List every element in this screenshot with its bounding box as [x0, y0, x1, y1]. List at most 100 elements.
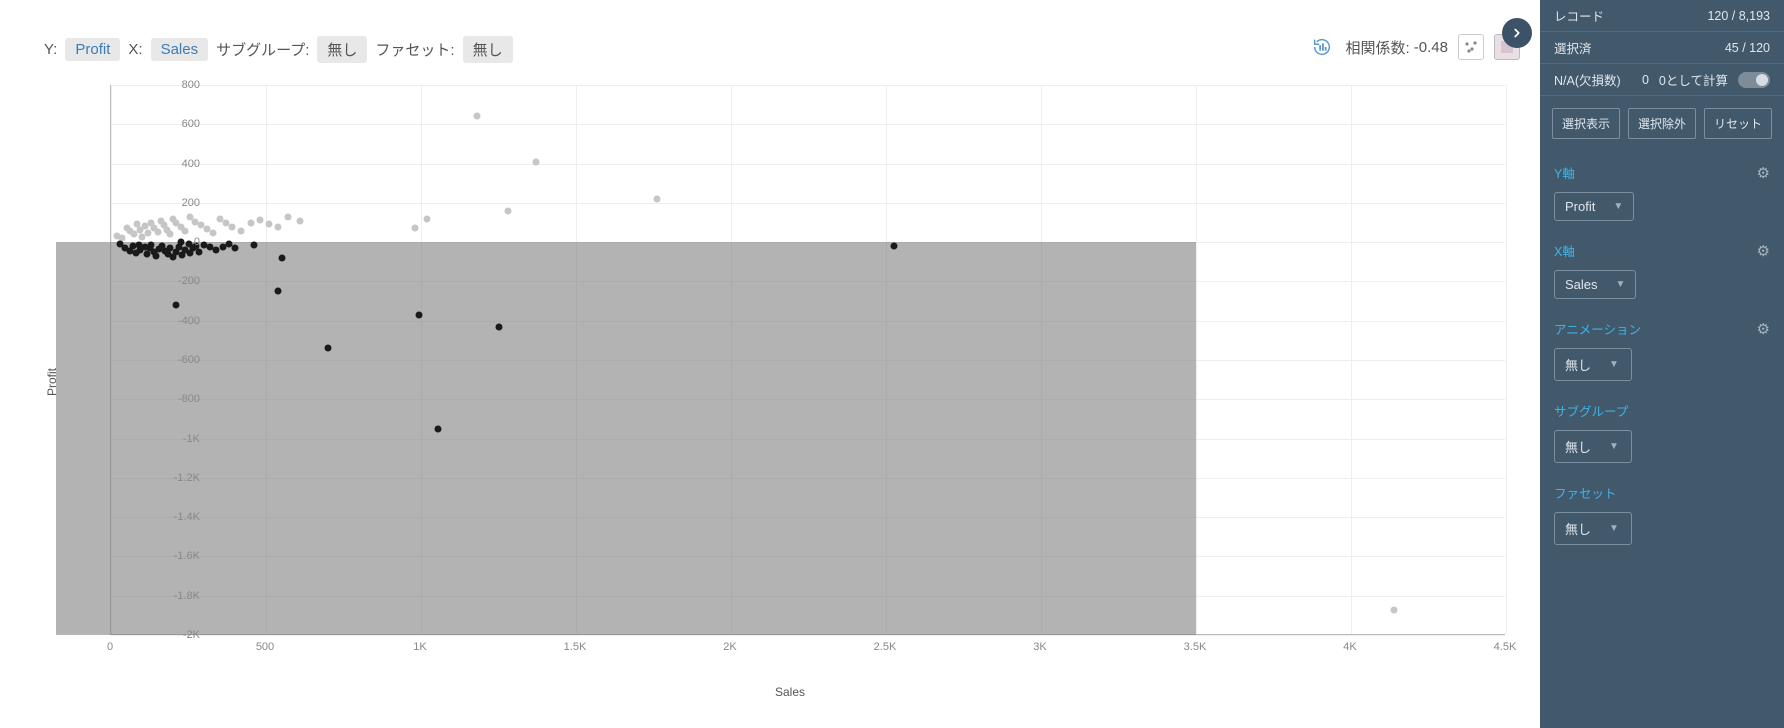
- y-value-chip[interactable]: Profit: [65, 38, 120, 61]
- scatter-point: [179, 251, 186, 258]
- subgroup-section-title: サブグループ: [1554, 401, 1628, 420]
- subgroup-dropdown[interactable]: 無し▼: [1554, 430, 1632, 463]
- y-tick-label: -1.2K: [150, 472, 200, 484]
- show-selection-button[interactable]: 選択表示: [1552, 108, 1620, 139]
- facet-dropdown[interactable]: 無し▼: [1554, 512, 1632, 545]
- na-toggle[interactable]: [1738, 72, 1770, 88]
- y-axis-gear-icon[interactable]: ⚙: [1757, 164, 1770, 182]
- selection-buttons: 選択表示 選択除外 リセット: [1540, 96, 1784, 155]
- scatter-point: [132, 249, 139, 256]
- scatter-point: [160, 222, 167, 229]
- scatter-point: [653, 195, 660, 202]
- x-axis-gear-icon[interactable]: ⚙: [1757, 242, 1770, 260]
- scatter-point: [157, 217, 164, 224]
- scatter-point: [173, 248, 180, 255]
- y-tick-label: 400: [150, 158, 200, 170]
- animation-section-title: アニメーション: [1554, 319, 1641, 338]
- selected-value: 45 / 120: [1725, 41, 1770, 55]
- x-tick-label: 500: [245, 641, 285, 653]
- scatter-point: [297, 217, 304, 224]
- x-prefix: X:: [128, 41, 142, 58]
- animation-gear-icon[interactable]: ⚙: [1757, 320, 1770, 338]
- scatter-point: [275, 288, 282, 295]
- y-prefix: Y:: [44, 41, 57, 58]
- scatter-point: [134, 221, 141, 228]
- scatter-point: [173, 302, 180, 309]
- y-tick-label: 800: [150, 79, 200, 91]
- collapse-panel-button[interactable]: [1502, 18, 1532, 48]
- scatter-point: [284, 213, 291, 220]
- top-right-controls: 相関係数: -0.48: [1309, 34, 1520, 60]
- scatter-point: [129, 243, 136, 250]
- scatter-point: [424, 215, 431, 222]
- scatter-point: [152, 252, 159, 259]
- scatter-point: [278, 254, 285, 261]
- scatter-point: [131, 231, 138, 238]
- x-tick-label: 0: [90, 641, 130, 653]
- scatter-point: [204, 226, 211, 233]
- records-row: レコード 120 / 8,193: [1540, 0, 1784, 32]
- scatter-point: [154, 229, 161, 236]
- y-tick-label: -2K: [150, 629, 200, 641]
- subgroup-prefix: サブグループ:: [216, 39, 309, 60]
- scatter-point: [411, 225, 418, 232]
- exclude-selection-button[interactable]: 選択除外: [1628, 108, 1696, 139]
- subgroup-value-chip[interactable]: 無し: [317, 36, 367, 63]
- y-tick-label: -800: [150, 393, 200, 405]
- x-axis-dropdown[interactable]: Sales▼: [1554, 270, 1636, 299]
- y-tick-label: -400: [150, 315, 200, 327]
- config-header: Y: Profit X: Sales サブグループ: 無し ファセット: 無し: [44, 36, 513, 63]
- scatter-point: [1391, 607, 1398, 614]
- scatter-point: [210, 230, 217, 237]
- y-tick-label: 0: [150, 236, 200, 248]
- scatter-point: [196, 248, 203, 255]
- scatter-point: [126, 247, 133, 254]
- y-tick-label: 600: [150, 118, 200, 130]
- facet-section-title: ファセット: [1554, 483, 1617, 502]
- scatter-point: [165, 250, 172, 257]
- scatter-point: [232, 245, 239, 252]
- scatter-point: [207, 244, 214, 251]
- scatter-point: [126, 228, 133, 235]
- scatter-point: [256, 216, 263, 223]
- records-value: 120 / 8,193: [1707, 9, 1770, 23]
- y-tick-label: -1K: [150, 433, 200, 445]
- scatter-point: [504, 207, 511, 214]
- x-value-chip[interactable]: Sales: [151, 38, 209, 61]
- y-axis-title: Profit: [45, 368, 59, 396]
- scatter-point: [495, 323, 502, 330]
- x-tick-label: 1K: [400, 641, 440, 653]
- reset-button[interactable]: リセット: [1704, 108, 1772, 139]
- animation-dropdown[interactable]: 無し▼: [1554, 348, 1632, 381]
- scatter-point: [213, 247, 220, 254]
- y-tick-label: 200: [150, 197, 200, 209]
- selected-label: 選択済: [1554, 38, 1592, 57]
- scatter-point: [137, 247, 144, 254]
- x-axis-section-title: X軸: [1554, 241, 1575, 260]
- scatter-point: [148, 219, 155, 226]
- refresh-chart-icon[interactable]: [1309, 34, 1335, 60]
- scatter-point: [182, 228, 189, 235]
- scatter-point: [143, 250, 150, 257]
- y-axis-dropdown[interactable]: Profit▼: [1554, 192, 1634, 221]
- scatter-point: [890, 243, 897, 250]
- scatter-point: [139, 234, 146, 241]
- x-tick-label: 2K: [710, 641, 750, 653]
- scatter-point: [435, 425, 442, 432]
- scatter-point: [137, 227, 144, 234]
- scatter-mode-icon[interactable]: [1458, 34, 1484, 60]
- scatter-point: [170, 215, 177, 222]
- scatter-point: [219, 244, 226, 251]
- records-label: レコード: [1554, 6, 1604, 25]
- main-area: Y: Profit X: Sales サブグループ: 無し ファセット: 無し …: [0, 0, 1540, 728]
- facet-section: ファセット 無し▼: [1540, 475, 1784, 557]
- facet-prefix: ファセット:: [375, 39, 454, 60]
- x-tick-label: 1.5K: [555, 641, 595, 653]
- scatter-point: [238, 228, 245, 235]
- y-tick-label: -1.8K: [150, 590, 200, 602]
- scatter-plot[interactable]: [110, 85, 1505, 635]
- facet-value-chip[interactable]: 無し: [463, 36, 513, 63]
- chart-area: Profit Sales -2K-1.8K-1.6K-1.4K-1.2K-1K-…: [30, 75, 1520, 715]
- scatter-point: [123, 225, 130, 232]
- scatter-point: [222, 220, 229, 227]
